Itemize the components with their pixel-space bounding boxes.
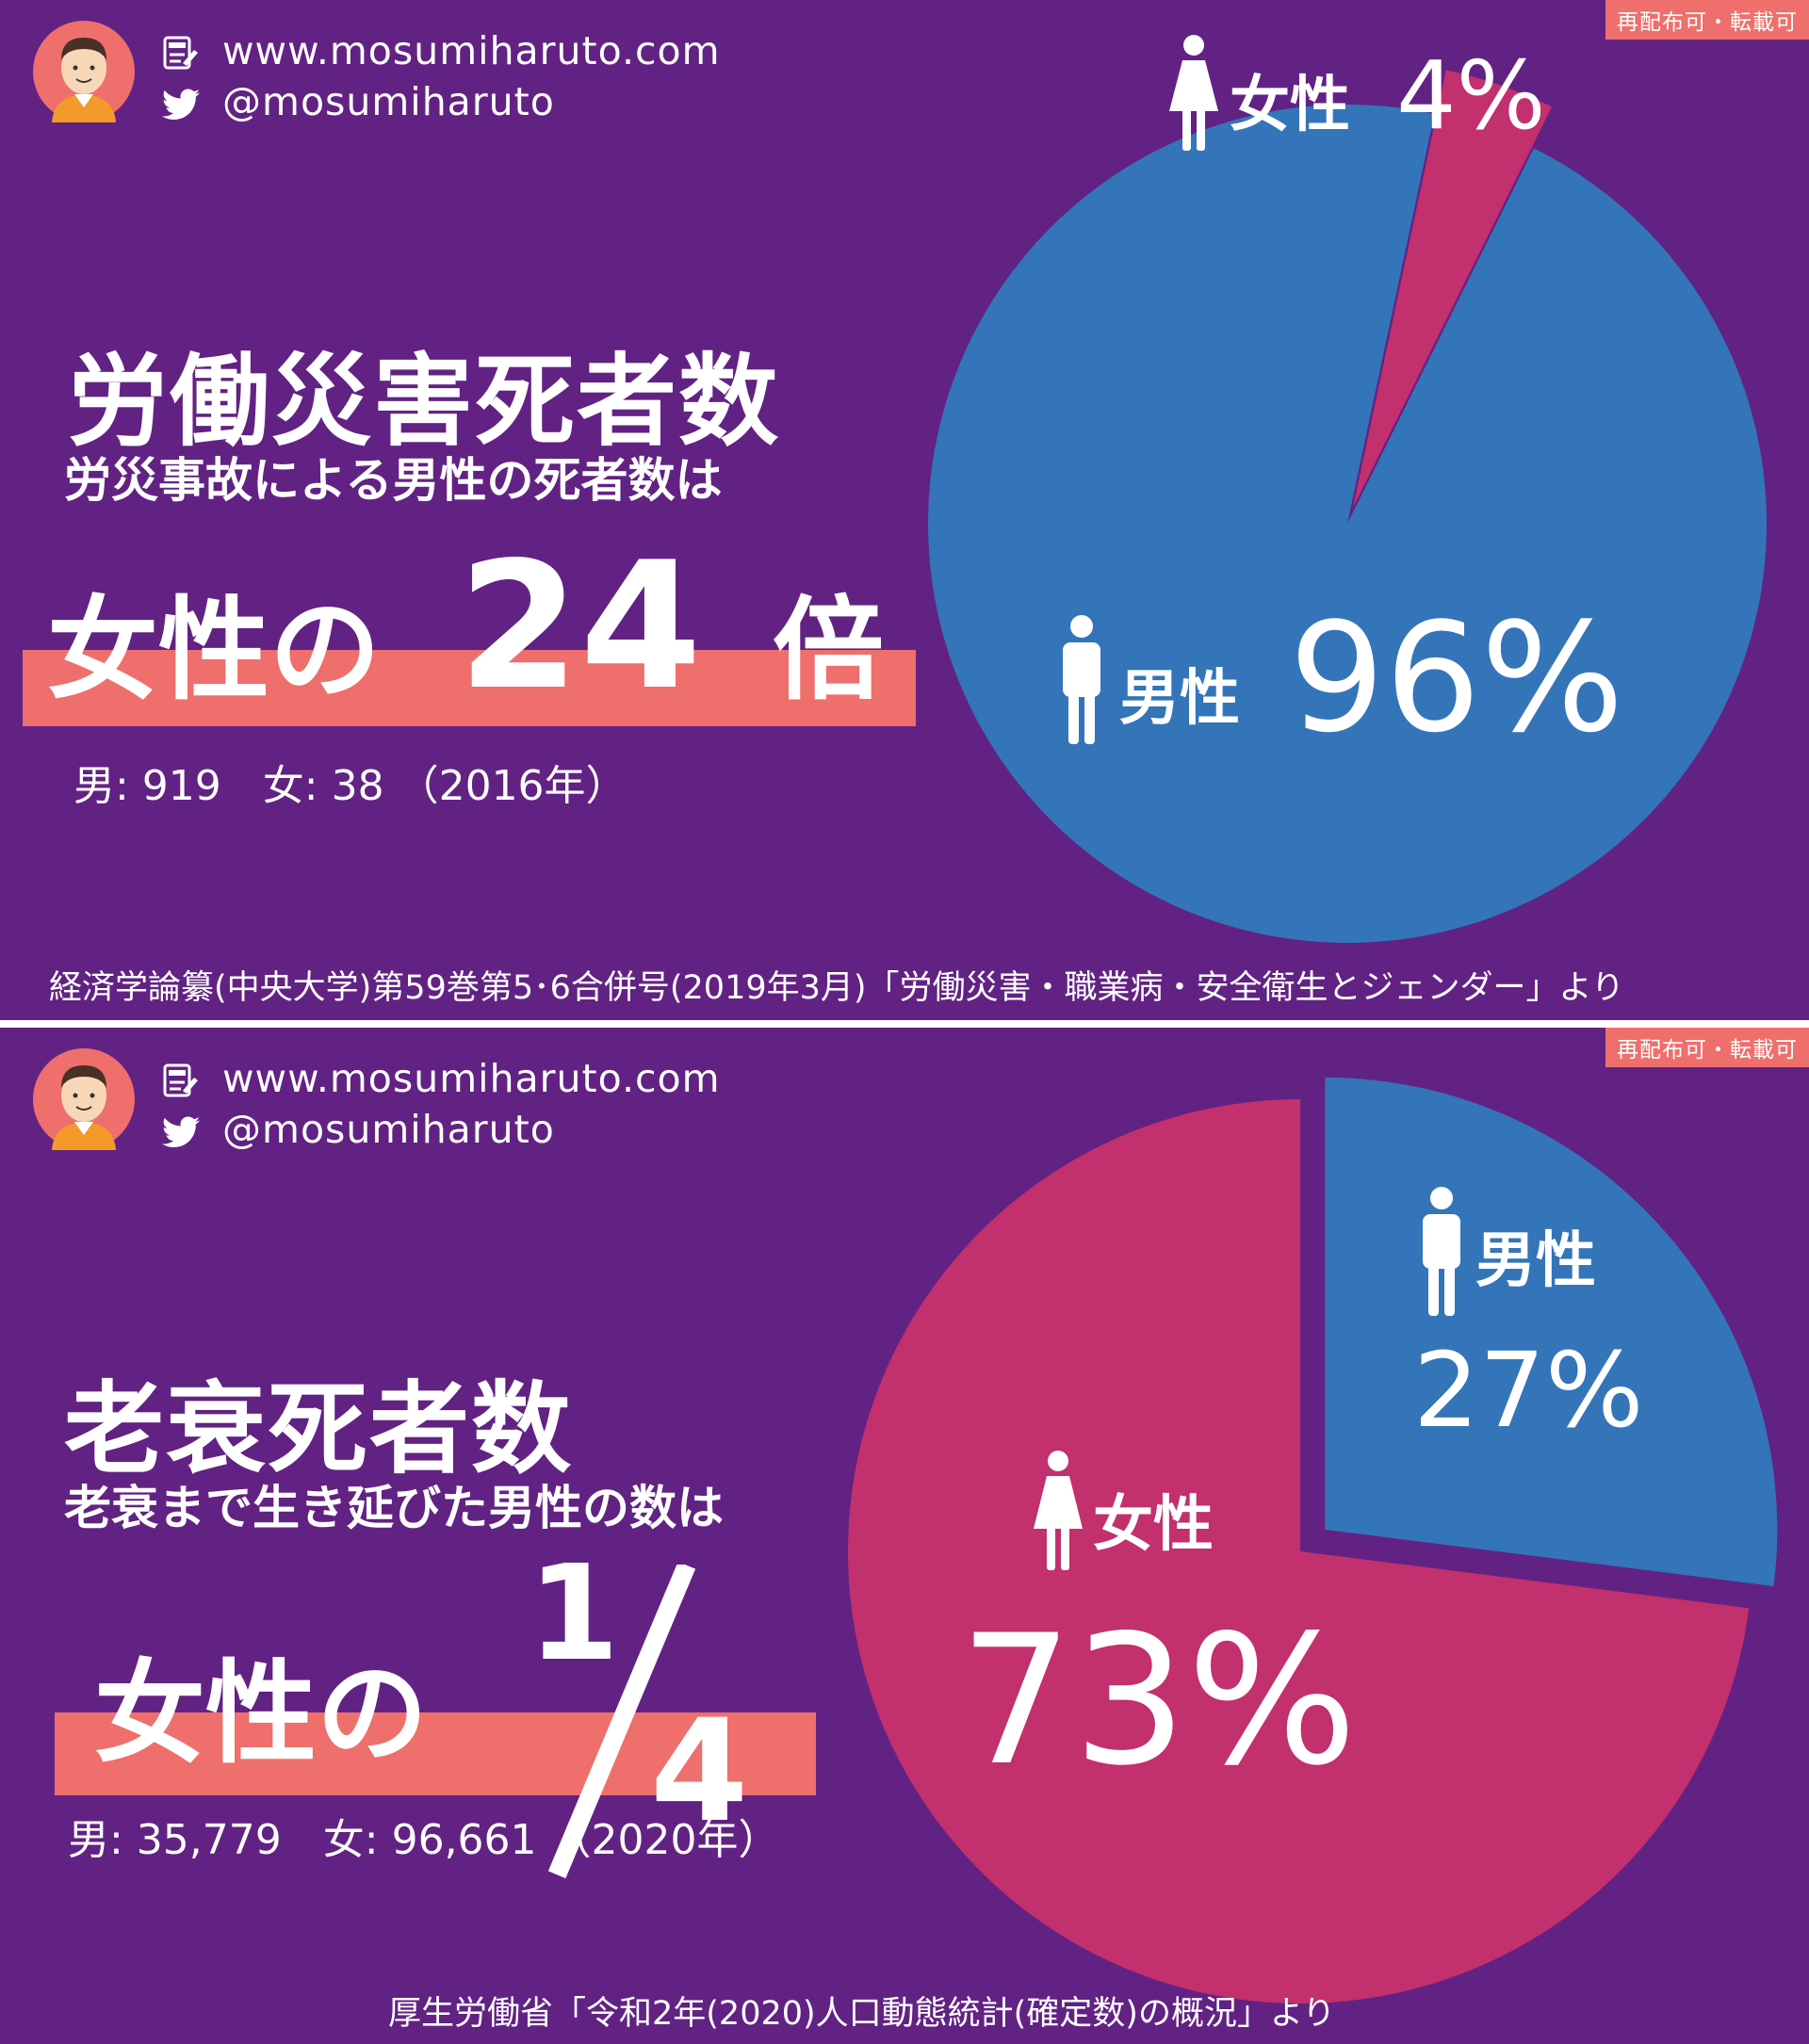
- site-url[interactable]: www.mosumiharuto.com: [222, 28, 721, 73]
- redistribution-tag: 再配布可・転載可: [1605, 1028, 1809, 1067]
- fraction-denominator: 4: [650, 1690, 749, 1854]
- male-person-icon: [1063, 615, 1100, 744]
- chart-title: 老衰死者数: [64, 1371, 573, 1487]
- pie-chart-workplace: [928, 70, 1768, 943]
- chart-title: 労働災害死者数: [68, 344, 780, 460]
- headline-highlight-bar: [23, 650, 916, 726]
- avatar-icon: [33, 21, 135, 122]
- headline-number: 24: [458, 524, 702, 728]
- female-percentage: 4%: [1396, 41, 1546, 151]
- pie-slice-male: [928, 104, 1768, 943]
- twitter-handle[interactable]: @mosumiharuto: [222, 79, 555, 124]
- blog-icon: [163, 36, 198, 70]
- headline-highlight-bar: [55, 1712, 816, 1795]
- pie-slice-female: [1352, 70, 1553, 509]
- pie-slice-female: [847, 1099, 1750, 2003]
- male-label: 男性: [1119, 664, 1240, 734]
- source-citation: 厚生労働省「令和2年(2020)人口動態統計(確定数)の概況」より: [388, 1995, 1336, 2033]
- chart-subtitle: 老衰まで生き延びた男性の数は: [64, 1481, 724, 1535]
- twitter-handle[interactable]: @mosumiharuto: [222, 1107, 555, 1152]
- female-person-icon: [1169, 35, 1218, 151]
- twitter-icon: [162, 89, 200, 120]
- headline-prefix: 女性の: [47, 585, 382, 715]
- female-label: 女性: [1230, 71, 1350, 140]
- site-url[interactable]: www.mosumiharuto.com: [222, 1056, 721, 1101]
- redistribution-tag: 再配布可・転載可: [1605, 0, 1809, 40]
- male-percentage: 96%: [1289, 590, 1624, 766]
- blog-icon: [163, 1063, 198, 1097]
- headline-suffix: 倍: [773, 585, 885, 715]
- male-person-icon: [1423, 1187, 1460, 1316]
- male-label: 男性: [1475, 1226, 1596, 1296]
- female-label: 女性: [1093, 1490, 1214, 1560]
- headline-prefix: 女性の: [94, 1648, 429, 1778]
- female-person-icon: [1034, 1451, 1083, 1570]
- avatar-icon: [33, 1048, 135, 1150]
- male-percentage: 27%: [1413, 1330, 1644, 1451]
- fraction-slash: [547, 1565, 696, 1879]
- fraction-numerator: 1: [528, 1537, 620, 1691]
- female-percentage: 73%: [959, 1597, 1358, 1805]
- death-counts: 男: 919 女: 38 （2016年）: [73, 762, 627, 810]
- panel-workplace-deaths: 再配布可・転載可 www.mosumiharuto.com @mosumihar…: [0, 0, 1809, 1020]
- death-counts: 男: 35,779 女: 96,661 （2020年）: [68, 1816, 780, 1864]
- panel-senility-deaths: 再配布可・転載可 www.mosumiharuto.com @mosumihar…: [0, 1028, 1809, 2044]
- chart-subtitle: 労災事故による男性の死者数は: [64, 453, 723, 508]
- source-citation: 経済学論纂(中央大学)第59巻第5･6合併号(2019年3月)「労働災害・職業病…: [49, 969, 1624, 1007]
- twitter-icon: [162, 1116, 200, 1147]
